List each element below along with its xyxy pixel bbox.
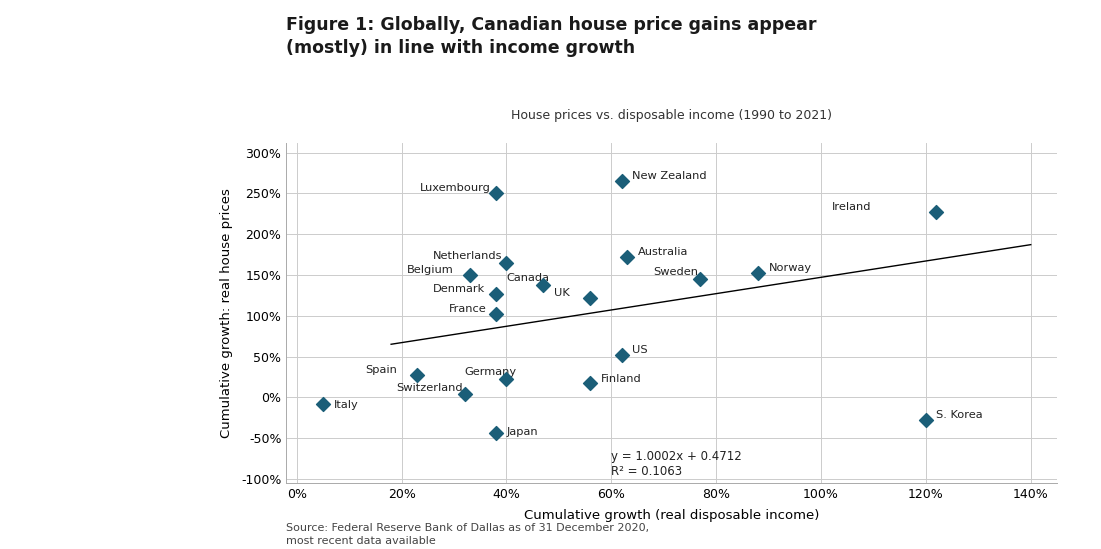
Text: Norway: Norway — [768, 264, 811, 273]
Text: Australia: Australia — [637, 247, 688, 257]
Text: Belgium: Belgium — [407, 265, 454, 275]
Point — [581, 378, 599, 387]
Text: Netherlands: Netherlands — [433, 251, 502, 261]
Text: Luxembourg: Luxembourg — [419, 183, 491, 193]
Point — [613, 351, 631, 360]
X-axis label: Cumulative growth (real disposable income): Cumulative growth (real disposable incom… — [524, 509, 819, 522]
Point — [498, 259, 515, 267]
Text: Spain: Spain — [364, 366, 396, 376]
Text: Ireland: Ireland — [831, 202, 871, 212]
Point — [408, 371, 426, 380]
Text: Sweden: Sweden — [653, 267, 698, 277]
Point — [927, 208, 945, 216]
Text: Japan: Japan — [506, 427, 538, 436]
Text: New Zealand: New Zealand — [632, 171, 707, 181]
Text: UK: UK — [554, 288, 569, 298]
Point — [613, 177, 631, 186]
Text: Italy: Italy — [334, 400, 358, 411]
Text: Source: Federal Reserve Bank of Dallas as of 31 December 2020,
most recent data : Source: Federal Reserve Bank of Dallas a… — [286, 523, 650, 546]
Point — [691, 274, 709, 283]
Point — [917, 416, 935, 425]
Point — [534, 281, 552, 289]
Point — [619, 253, 636, 261]
Point — [487, 289, 504, 298]
Y-axis label: Cumulative growth: real house prices: Cumulative growth: real house prices — [220, 188, 232, 438]
Point — [456, 390, 473, 399]
Text: US: US — [632, 345, 647, 355]
Text: Denmark: Denmark — [433, 284, 486, 294]
Text: Canada: Canada — [506, 273, 549, 283]
Text: Finland: Finland — [601, 374, 642, 384]
Point — [498, 374, 515, 383]
Point — [487, 310, 504, 318]
Text: House prices vs. disposable income (1990 to 2021): House prices vs. disposable income (1990… — [511, 109, 832, 122]
Text: Switzerland: Switzerland — [396, 383, 464, 393]
Point — [581, 293, 599, 302]
Point — [487, 189, 504, 198]
Text: Figure 1: Globally, Canadian house price gains appear
(mostly) in line with inco: Figure 1: Globally, Canadian house price… — [286, 16, 817, 57]
Point — [314, 400, 331, 408]
Text: S. Korea: S. Korea — [936, 410, 983, 421]
Text: y = 1.0002x + 0.4712
R² = 0.1063: y = 1.0002x + 0.4712 R² = 0.1063 — [611, 451, 742, 479]
Text: Germany: Germany — [465, 367, 516, 377]
Point — [750, 269, 767, 278]
Point — [487, 429, 504, 438]
Point — [461, 271, 479, 279]
Text: France: France — [449, 304, 487, 314]
